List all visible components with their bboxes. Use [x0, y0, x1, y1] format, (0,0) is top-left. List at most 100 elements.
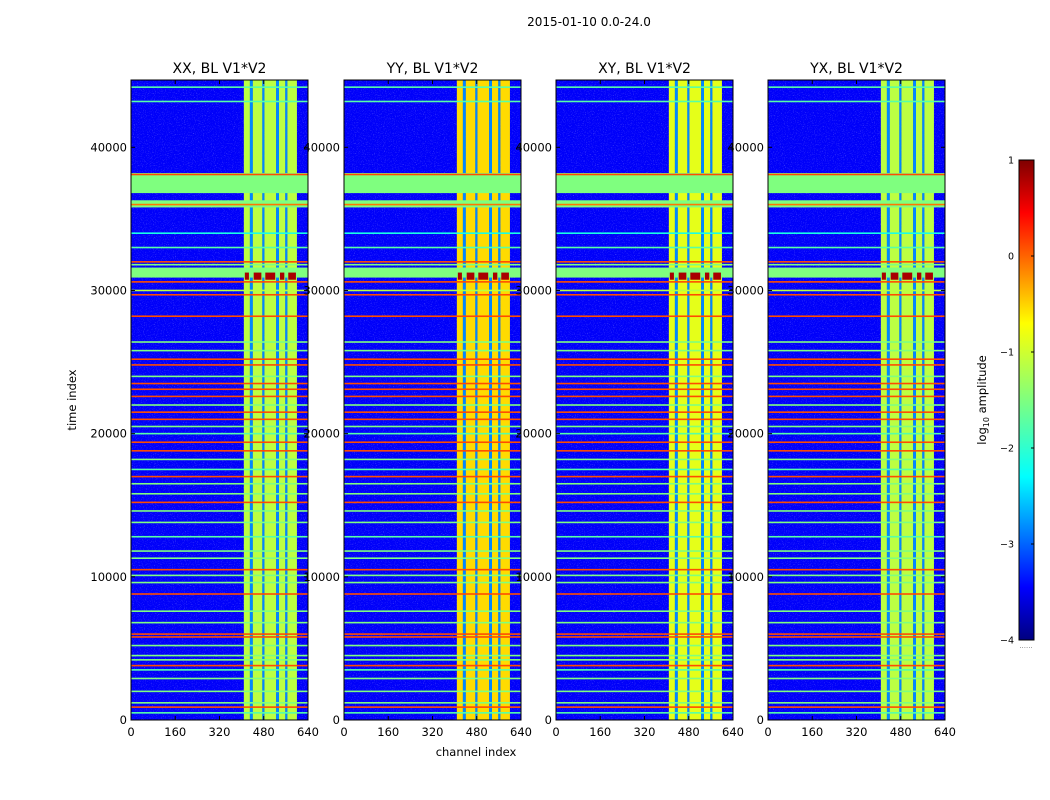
y-tick-label: 10000: [90, 570, 127, 584]
time-line: [556, 441, 733, 444]
time-line: [556, 610, 733, 612]
band-column: [252, 80, 263, 720]
colorbar-label-log: log: [975, 427, 989, 445]
time-line: [556, 425, 733, 428]
x-tick-label: 480: [253, 725, 275, 739]
time-line: [344, 669, 521, 671]
y-tick-label: 0: [545, 713, 552, 727]
band-column: [243, 80, 250, 720]
panel-title: XX, BL V1*V2: [173, 61, 267, 77]
time-line: [556, 664, 733, 667]
time-line: [344, 535, 521, 538]
time-line: [556, 388, 733, 391]
time-line: [131, 293, 308, 296]
hot-block: [279, 272, 285, 280]
x-tick-label: 0: [340, 725, 347, 739]
time-line: [556, 263, 733, 266]
band-column: [677, 80, 688, 720]
time-line: [768, 550, 945, 552]
x-tick-label: 160: [801, 725, 823, 739]
colorbar: 10−1−2−3−4 log10 amplitude ......: [975, 156, 1035, 650]
time-line: [556, 568, 733, 571]
flagged-block: [768, 267, 945, 278]
x-tick-label: 160: [164, 725, 186, 739]
time-line: [131, 669, 308, 671]
time-line: [131, 418, 308, 421]
hot-block: [478, 272, 489, 280]
time-line: [344, 702, 521, 704]
time-line: [344, 550, 521, 552]
time-line: [768, 535, 945, 538]
panel-title: XY, BL V1*V2: [598, 61, 691, 77]
time-line: [131, 521, 308, 524]
time-line: [556, 654, 733, 657]
time-line: [556, 702, 733, 704]
hot-block: [669, 272, 674, 280]
band-column: [500, 80, 510, 720]
time-line: [131, 450, 308, 452]
time-line: [556, 246, 733, 249]
colorbar-gradient: [1018, 159, 1035, 641]
time-line: [344, 293, 521, 296]
band-column: [491, 80, 499, 720]
colorbar-dots: ......: [1019, 642, 1032, 650]
panel-title: YX, BL V1*V2: [809, 61, 903, 77]
band-gap: [498, 80, 501, 720]
time-line: [131, 677, 308, 680]
time-line: [556, 501, 733, 504]
time-line: [768, 281, 945, 283]
time-line: [131, 100, 308, 103]
time-line: [556, 289, 733, 292]
hot-block: [890, 272, 899, 280]
x-tick-label: 480: [890, 725, 912, 739]
time-line: [131, 610, 308, 612]
band-column: [880, 80, 887, 720]
band-gap: [710, 80, 713, 720]
time-line: [131, 574, 308, 577]
time-line: [768, 521, 945, 524]
time-line: [556, 358, 733, 360]
time-line: [768, 664, 945, 667]
time-line: [556, 706, 733, 708]
time-line: [131, 581, 308, 584]
hot-block: [265, 272, 276, 280]
time-line: [768, 677, 945, 680]
band-gap: [899, 80, 902, 720]
time-line: [768, 450, 945, 452]
time-line: [131, 621, 308, 624]
band-gap: [249, 80, 253, 720]
time-line: [344, 382, 521, 385]
time-line: [768, 349, 945, 352]
time-line: [768, 203, 945, 206]
time-line: [768, 388, 945, 391]
band-gap: [701, 80, 704, 720]
time-line: [131, 482, 308, 485]
y-tick-label: 30000: [90, 283, 127, 297]
flagged-block: [768, 173, 945, 194]
time-line: [556, 492, 733, 495]
time-line: [344, 621, 521, 624]
time-line: [344, 261, 521, 263]
colorbar-label-amplitude: amplitude: [975, 355, 989, 417]
colorbar-tick-label: −3: [1000, 540, 1014, 551]
time-line: [131, 289, 308, 292]
time-line: [344, 173, 521, 176]
y-tick-label: 20000: [515, 427, 552, 441]
time-line: [556, 293, 733, 296]
time-line: [768, 173, 945, 176]
time-line: [344, 450, 521, 452]
time-line: [344, 364, 521, 366]
x-tick-label: 160: [589, 725, 611, 739]
time-line: [131, 281, 308, 283]
hot-block: [457, 272, 462, 280]
y-tick-label: 0: [333, 713, 340, 727]
y-tick-label: 10000: [515, 570, 552, 584]
time-line: [556, 173, 733, 176]
time-line: [768, 712, 945, 714]
time-line: [768, 86, 945, 88]
time-line: [344, 568, 521, 571]
time-line: [344, 510, 521, 512]
time-line: [131, 458, 308, 461]
time-line: [131, 501, 308, 504]
hot-block: [492, 272, 498, 280]
